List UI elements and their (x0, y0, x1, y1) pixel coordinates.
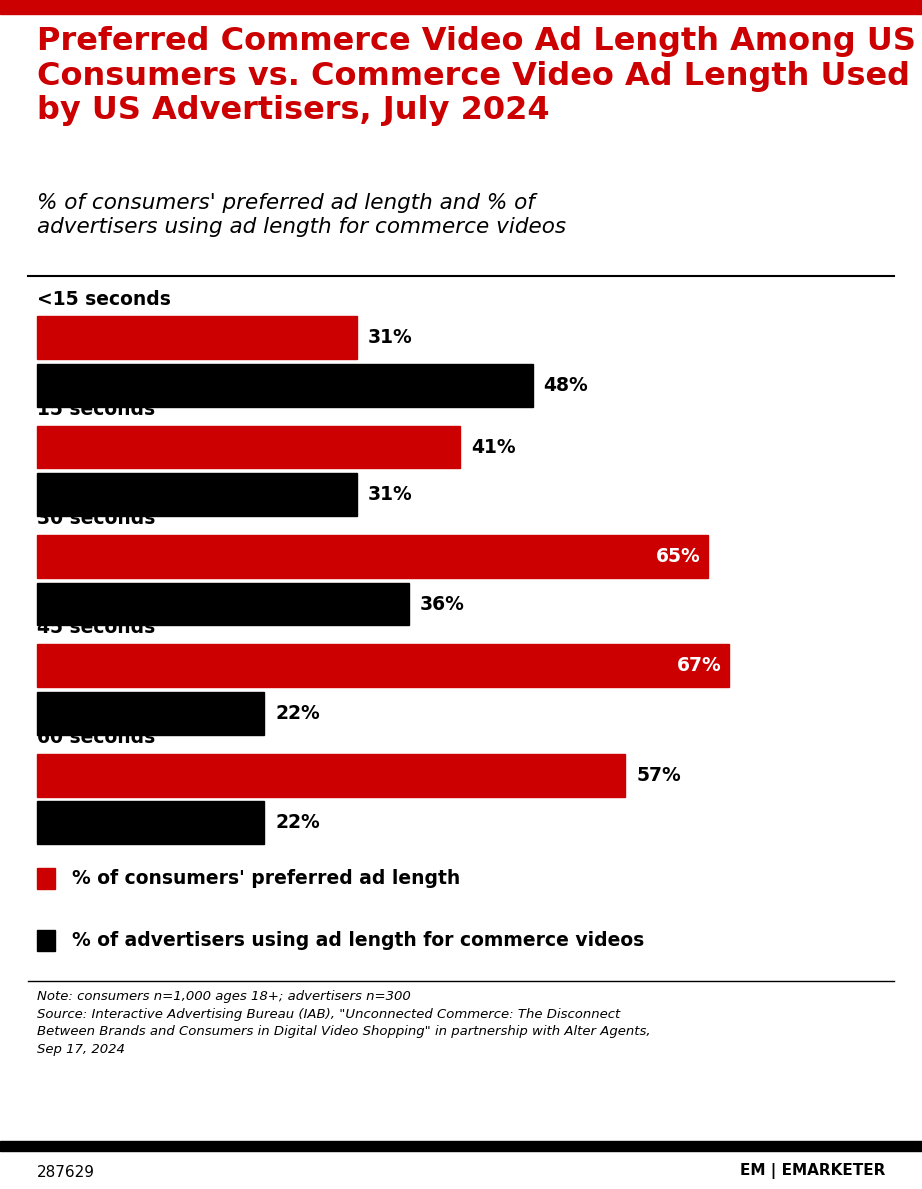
Bar (37, 644, 728, 687)
Bar (37, 868, 55, 889)
Text: 287629: 287629 (37, 1165, 95, 1181)
Bar (37, 692, 264, 735)
Text: 15 seconds: 15 seconds (37, 400, 155, 419)
Bar (0, 0, 922, 14)
Text: 67%: 67% (677, 656, 721, 675)
Bar (37, 473, 357, 516)
Text: 30 seconds: 30 seconds (37, 509, 155, 528)
Text: 22%: 22% (275, 704, 320, 723)
Text: 31%: 31% (368, 485, 413, 504)
Text: 41%: 41% (471, 438, 516, 457)
Text: 48%: 48% (544, 376, 588, 395)
Text: 57%: 57% (636, 766, 681, 785)
Text: 65%: 65% (656, 547, 701, 566)
Text: 31%: 31% (368, 328, 413, 347)
Text: Note: consumers n=1,000 ages 18+; advertisers n=300
Source: Interactive Advertis: Note: consumers n=1,000 ages 18+; advert… (37, 990, 651, 1056)
Bar (37, 930, 55, 951)
Bar (37, 801, 264, 844)
Bar (37, 535, 708, 578)
Text: % of advertisers using ad length for commerce videos: % of advertisers using ad length for com… (72, 931, 644, 950)
Bar (37, 754, 625, 797)
Text: 60 seconds: 60 seconds (37, 728, 155, 747)
Text: <15 seconds: <15 seconds (37, 290, 171, 309)
Bar (37, 583, 408, 625)
Bar (37, 426, 460, 468)
Bar (37, 316, 357, 359)
Text: 45 seconds: 45 seconds (37, 618, 155, 637)
Bar (37, 364, 533, 407)
Bar (0, 1141, 922, 1151)
Text: Preferred Commerce Video Ad Length Among US
Consumers vs. Commerce Video Ad Leng: Preferred Commerce Video Ad Length Among… (37, 26, 916, 126)
Text: % of consumers' preferred ad length and % of
advertisers using ad length for com: % of consumers' preferred ad length and … (37, 193, 566, 237)
Text: 36%: 36% (420, 594, 465, 614)
Text: 22%: 22% (275, 813, 320, 832)
Text: EM | EMARKETER: EM | EMARKETER (739, 1163, 885, 1178)
Text: % of consumers' preferred ad length: % of consumers' preferred ad length (72, 869, 460, 888)
